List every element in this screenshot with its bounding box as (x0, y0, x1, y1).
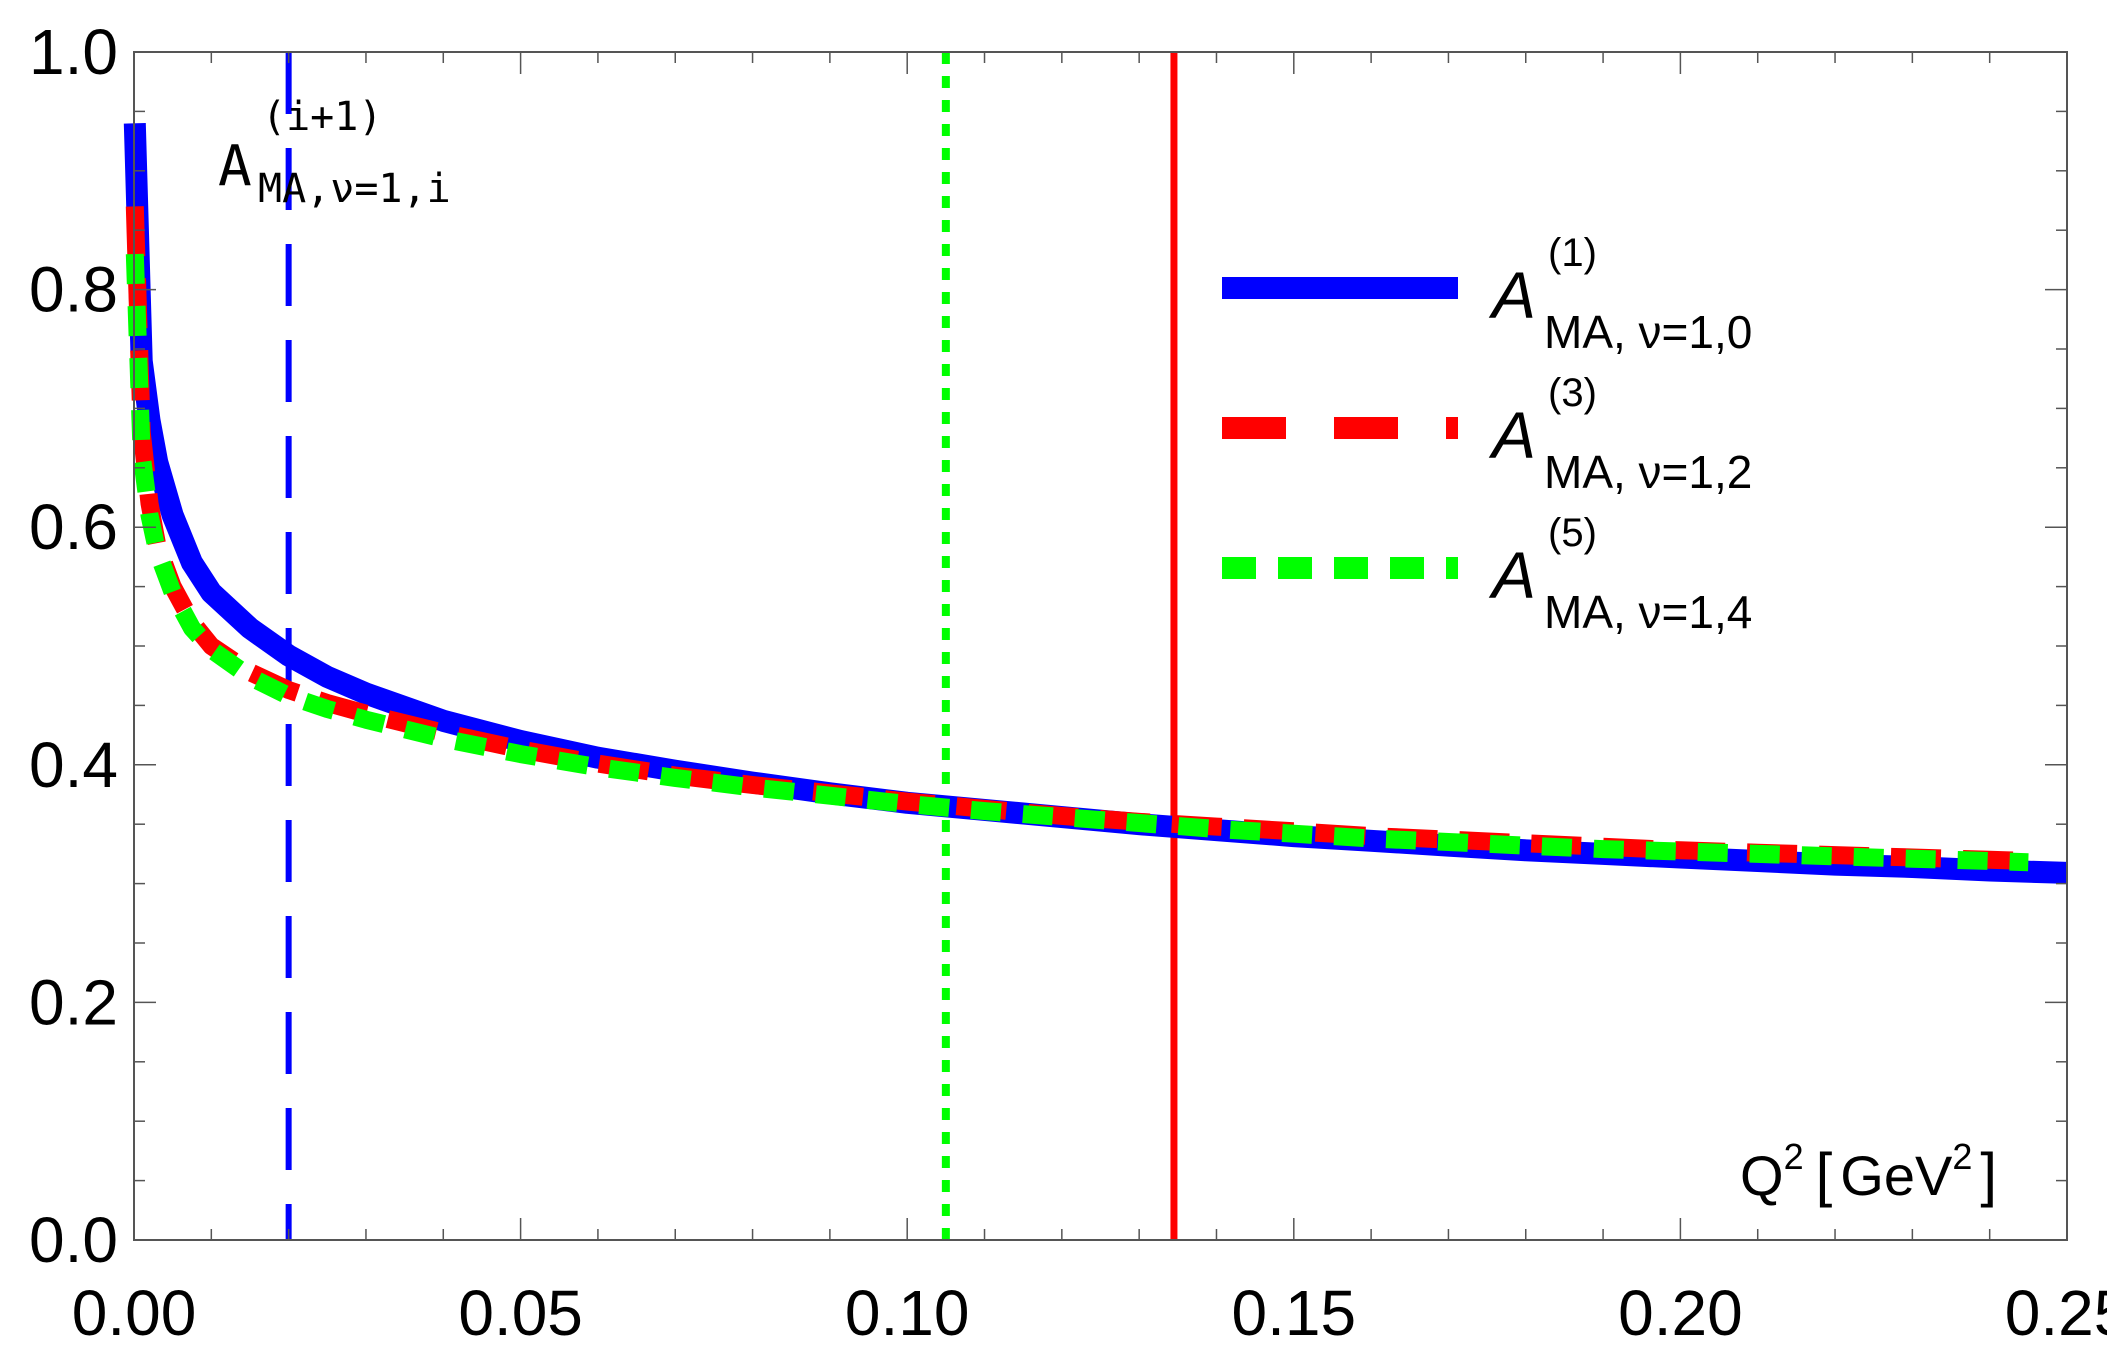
series-line-3 (125, 253, 2029, 872)
plot-frame (133, 51, 2068, 1241)
x-axis-label: Q2[GeV2] (1740, 1136, 1997, 1208)
y-tick-label: 1.0 (29, 16, 118, 88)
legend-label-superscript: (5) (1548, 511, 1597, 555)
legend-label-2: A (3) MA, ν=1,2 (1488, 371, 1752, 498)
legend-label-superscript: (1) (1548, 231, 1597, 275)
x-axis-label-base: Q (1740, 1144, 1784, 1207)
x-tick-label: 0.20 (1618, 1277, 1743, 1349)
legend-label-base: A (1488, 398, 1536, 472)
annotation-superscript: (i+1) (262, 94, 382, 140)
y-tick-label: 0.2 (29, 966, 118, 1038)
legend-label-base: A (1488, 258, 1536, 332)
legend-label-subscript: MA, ν=1,0 (1544, 306, 1752, 358)
legend-label-1: A (1) MA, ν=1,0 (1488, 231, 1752, 358)
x-tick-label: 0.10 (845, 1277, 970, 1349)
x-axis-label-unit: GeV (1840, 1144, 1953, 1207)
y-tick-label: 0.6 (29, 491, 118, 563)
curve-annotation: A(i+1) MA,ν=1,i (218, 94, 451, 212)
legend-item-2: A (3) MA, ν=1,2 (1222, 371, 1752, 498)
series-layer (123, 122, 2068, 884)
tick-labels: 0.00 0.05 0.10 0.15 0.20 0.25 0.0 0.2 0.4 0.6 0.8 1… (29, 16, 2107, 1349)
legend-label-subscript: MA, ν=1,4 (1544, 586, 1752, 638)
y-tick-label: 0.8 (29, 254, 118, 326)
x-tick-label: 0.15 (1232, 1277, 1357, 1349)
legend-label-subscript: MA, ν=1,2 (1544, 446, 1752, 498)
legend-item-3: A (5) MA, ν=1,4 (1222, 511, 1752, 638)
x-tick-label: 0.00 (72, 1277, 197, 1349)
x-tick-label: 0.25 (2005, 1277, 2107, 1349)
x-tick-label: 0.05 (458, 1277, 583, 1349)
legend-label-base: A (1488, 538, 1536, 612)
y-tick-label: 0.4 (29, 729, 118, 801)
y-tick-label: 0.0 (29, 1204, 118, 1276)
annotation-subscript: MA,ν=1,i (258, 166, 451, 212)
legend-label-3: A (5) MA, ν=1,4 (1488, 511, 1752, 638)
legend: A(1) MA, ν=1,0A(3) MA, ν=1,2A(5) MA, ν=1,4 (1222, 231, 1752, 638)
legend-label-superscript: (3) (1548, 371, 1597, 415)
legend-item-1: A (1) MA, ν=1,0 (1222, 231, 1752, 358)
x-axis-label-bracket-close: ] (1980, 1141, 1997, 1208)
x-axis-label-unit-sup: 2 (1952, 1136, 1972, 1177)
x-axis-label-base-sup: 2 (1784, 1136, 1804, 1177)
x-axis-label-bracket-open: [ (1816, 1141, 1833, 1208)
annotation-base: A (218, 134, 252, 199)
